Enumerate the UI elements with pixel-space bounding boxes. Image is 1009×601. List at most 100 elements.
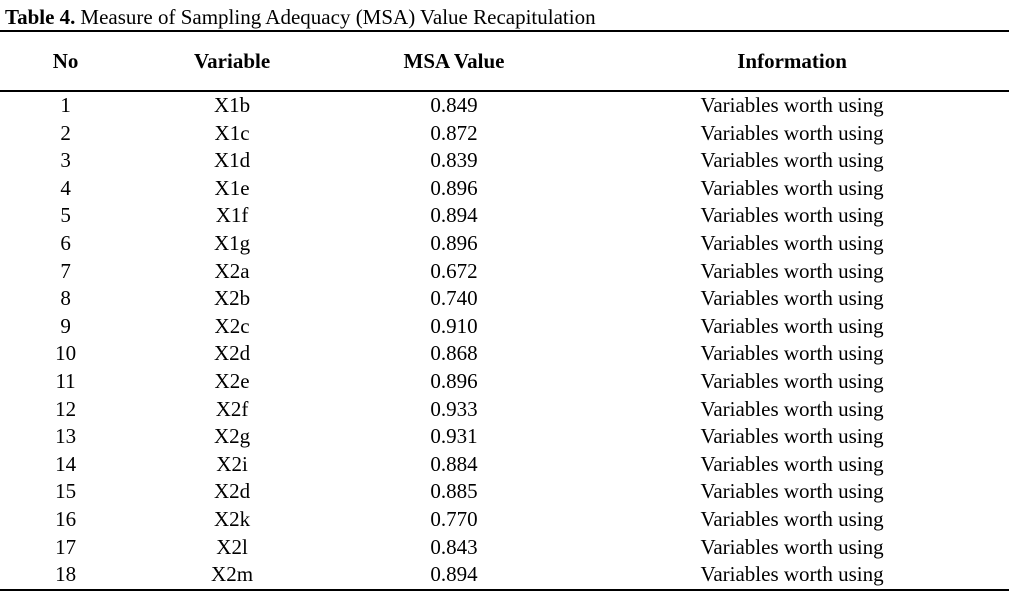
cell-msa: 0.933 — [430, 396, 478, 421]
cell-no: 11 — [55, 368, 76, 393]
cell-msa: 0.910 — [430, 313, 478, 338]
cell-information: Variables worth using — [700, 175, 884, 200]
table-head: No Variable MSA Value Information — [0, 32, 1009, 92]
cell-variable: X2d — [213, 479, 251, 504]
table-body: 1 X1b 0.849 Variables worth using 2 X1c 0.872 V… — [0, 91, 1009, 590]
cell-no: 16 — [55, 506, 77, 531]
cell-information: Variables worth using — [700, 368, 884, 393]
cell-no: 5 — [60, 203, 71, 228]
table-row: 6 X1g 0.896 Variables worth using — [0, 230, 1009, 258]
cell-variable: X2a — [214, 258, 250, 283]
cell-no: 17 — [55, 534, 77, 559]
cell-msa: 0.896 — [430, 175, 478, 200]
table-row: 11 X2e 0.896 Variables worth using — [0, 368, 1009, 396]
cell-variable: X1g — [213, 230, 251, 255]
cell-msa: 0.868 — [430, 341, 478, 366]
table-row: 10 X2d 0.868 Variables worth using — [0, 340, 1009, 368]
cell-variable: X2e — [214, 368, 250, 393]
cell-no: 13 — [55, 424, 77, 449]
cell-information: Variables worth using — [700, 230, 884, 255]
cell-information: Variables worth using — [700, 451, 884, 476]
cell-msa: 0.894 — [430, 562, 478, 587]
table-row: 5 X1f 0.894 Variables worth using — [0, 202, 1009, 230]
cell-variable: X1e — [214, 175, 250, 200]
table-caption: Table 4. Measure of Sampling Adequacy (MS… — [0, 0, 1009, 32]
col-header-msa-value: MSA Value — [332, 32, 576, 92]
cell-msa: 0.884 — [430, 451, 478, 476]
cell-information: Variables worth using — [700, 479, 884, 504]
cell-information: Variables worth using — [700, 203, 884, 228]
header-row: No Variable MSA Value Information — [0, 32, 1009, 92]
cell-variable: X1d — [213, 148, 251, 173]
cell-msa: 0.872 — [430, 120, 478, 145]
cell-information: Variables worth using — [700, 534, 884, 559]
cell-variable: X2f — [215, 396, 249, 421]
cell-msa: 0.770 — [430, 506, 478, 531]
cell-variable: X2c — [214, 313, 250, 338]
cell-msa: 0.896 — [430, 230, 478, 255]
cell-msa: 0.672 — [430, 258, 478, 283]
cell-no: 7 — [60, 258, 71, 283]
cell-information: Variables worth using — [700, 258, 884, 283]
cell-information: Variables worth using — [700, 148, 884, 173]
cell-no: 4 — [60, 175, 71, 200]
table-row: 13 X2g 0.931 Variables worth using — [0, 423, 1009, 451]
cell-no: 9 — [60, 313, 71, 338]
table-caption-title: Measure of Sampling Adequacy (MSA) Value… — [80, 5, 596, 29]
cell-information: Variables worth using — [700, 93, 884, 117]
cell-variable: X2k — [213, 506, 251, 531]
cell-no: 2 — [60, 120, 71, 145]
cell-variable: X1f — [215, 203, 249, 228]
table-row: 7 X2a 0.672 Variables worth using — [0, 258, 1009, 286]
table-row: 3 X1d 0.839 Variables worth using — [0, 147, 1009, 175]
cell-no: 12 — [55, 396, 77, 421]
cell-information: Variables worth using — [700, 120, 884, 145]
cell-variable: X2b — [213, 286, 251, 311]
cell-variable: X2l — [216, 534, 248, 559]
cell-msa: 0.894 — [430, 203, 478, 228]
msa-table: No Variable MSA Value Information 1 X1b 0.… — [0, 32, 1009, 591]
cell-information: Variables worth using — [700, 562, 884, 587]
cell-information: Variables worth using — [700, 424, 884, 449]
cell-no: 15 — [55, 479, 77, 504]
table-row: 12 X2f 0.933 Variables worth using — [0, 396, 1009, 424]
cell-msa: 0.896 — [430, 368, 478, 393]
cell-msa: 0.849 — [430, 93, 478, 117]
table-row: 14 X2i 0.884 Variables worth using — [0, 451, 1009, 479]
col-header-no: No — [0, 32, 132, 92]
cell-msa: 0.931 — [430, 424, 478, 449]
cell-variable: X2d — [213, 341, 251, 366]
cell-variable: X2g — [213, 424, 251, 449]
cell-information: Variables worth using — [700, 341, 884, 366]
cell-information: Variables worth using — [700, 506, 884, 531]
table-caption-number: Table 4. — [5, 5, 76, 29]
cell-msa: 0.843 — [430, 534, 478, 559]
cell-no: 14 — [55, 451, 77, 476]
cell-variable: X1c — [214, 120, 250, 145]
cell-no: 3 — [60, 148, 71, 173]
cell-information: Variables worth using — [700, 396, 884, 421]
cell-msa: 0.740 — [430, 286, 478, 311]
col-header-information: Information — [575, 32, 1009, 92]
col-header-variable: Variable — [131, 32, 333, 92]
cell-variable: X1b — [213, 93, 251, 117]
table-row: 9 X2c 0.910 Variables worth using — [0, 313, 1009, 341]
table-row: 4 X1e 0.896 Variables worth using — [0, 175, 1009, 203]
table-row: 17 X2l 0.843 Variables worth using — [0, 534, 1009, 562]
cell-no: 8 — [60, 286, 71, 311]
cell-information: Variables worth using — [700, 313, 884, 338]
table-row: 16 X2k 0.770 Variables worth using — [0, 506, 1009, 534]
cell-variable: X2m — [211, 562, 254, 587]
table-row: 8 X2b 0.740 Variables worth using — [0, 285, 1009, 313]
table-row: 15 X2d 0.885 Variables worth using — [0, 478, 1009, 506]
cell-msa: 0.885 — [430, 479, 478, 504]
cell-msa: 0.839 — [430, 148, 478, 173]
cell-no: 18 — [55, 562, 77, 587]
table-row: 2 X1c 0.872 Variables worth using — [0, 120, 1009, 148]
cell-information: Variables worth using — [700, 286, 884, 311]
cell-no: 10 — [55, 341, 77, 366]
cell-variable: X2i — [216, 451, 248, 476]
table-row: 1 X1b 0.849 Variables worth using — [0, 91, 1009, 120]
cell-no: 6 — [60, 230, 71, 255]
